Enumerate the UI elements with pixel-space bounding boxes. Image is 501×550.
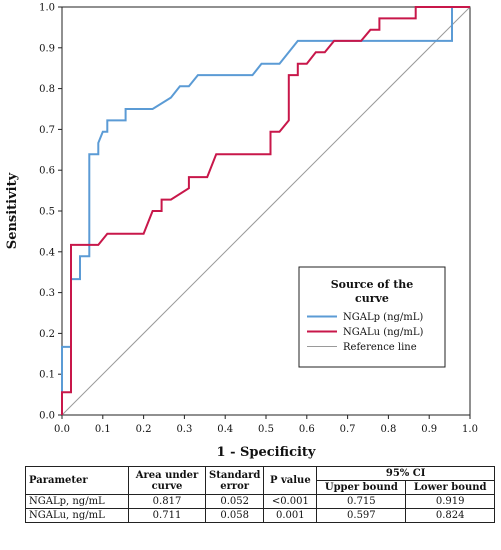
cell-auc: 0.711 (128, 508, 206, 523)
legend-item-reference: Reference line (343, 342, 417, 353)
cell-standard-error: 0.058 (204, 508, 265, 523)
cell-p-value: <0.001 (263, 494, 318, 509)
header-p-value: P value (263, 466, 318, 495)
header-auc: Area under curve (128, 466, 206, 495)
roc-chart: 0.0 0.1 0.2 0.3 0.4 0.5 0.6 0.7 0.8 0.9 1.0 0.0 0.1 0… (5, 3, 478, 461)
cell-lower-bound: 0.919 (405, 494, 495, 509)
header-upper-bound: Upper bound (316, 480, 407, 495)
roc-results-table: Parameter Area under curve Standard erro… (25, 466, 495, 523)
table-header-row: Parameter Area under curve Standard erro… (25, 466, 495, 495)
legend-title: Source of the (331, 278, 414, 291)
header-standard-error: Standard error (204, 466, 265, 495)
legend-item-ngalu: NGALu (ng/mL) (343, 327, 423, 338)
y-tick-label: 0.1 (39, 370, 55, 381)
legend-title-line2: curve (355, 292, 389, 305)
cell-parameter: NGALu, ng/mL (25, 508, 129, 523)
y-tick-label: 1.0 (39, 3, 55, 14)
x-tick-label: 0.5 (258, 424, 274, 435)
x-tick-label: 0.1 (95, 424, 111, 435)
x-tick-label: 0.7 (340, 424, 356, 435)
table-row: NGALu, ng/mL 0.711 0.058 0.001 0.597 0.8… (25, 508, 495, 523)
x-tick-label: 0.8 (380, 424, 396, 435)
y-tick-label: 0.2 (39, 329, 55, 340)
y-axis-label: Sensitivity (5, 172, 20, 249)
cell-lower-bound: 0.824 (405, 508, 495, 523)
header-95-ci: 95% CI (316, 466, 495, 481)
reference-line (61, 6, 471, 416)
x-tick-label: 0.3 (176, 424, 192, 435)
y-tick-label: 0.4 (39, 247, 55, 258)
cell-p-value: 0.001 (263, 508, 318, 523)
x-tick-label: 0.9 (421, 424, 437, 435)
y-tick-label: 0.9 (39, 43, 55, 54)
y-tick-label: 0.7 (39, 125, 55, 136)
cell-upper-bound: 0.597 (316, 508, 407, 523)
legend-item-ngalp: NGALp (ng/mL) (343, 312, 423, 323)
ngalp-roc-line (61, 6, 470, 415)
x-tick-label: 0.0 (54, 424, 70, 435)
y-tick-label: 0.5 (39, 207, 55, 218)
table-row: NGALp, ng/mL 0.817 0.052 <0.001 0.715 0.… (25, 494, 495, 509)
x-tick-label: 0.6 (299, 424, 315, 435)
x-tick-label: 1.0 (462, 424, 478, 435)
header-parameter: Parameter (25, 466, 129, 495)
roc-chart-svg: 0.0 0.1 0.2 0.3 0.4 0.5 0.6 0.7 0.8 0.9 1.0 0.0 0.1 0… (5, 3, 478, 461)
cell-auc: 0.817 (128, 494, 206, 509)
x-axis-label: 1 - Specificity (217, 445, 316, 460)
y-tick-label: 0.8 (39, 84, 55, 95)
y-tick-label: 0.3 (39, 288, 55, 299)
x-tick-label: 0.4 (217, 424, 233, 435)
y-tick-label: 0.6 (39, 166, 55, 177)
cell-standard-error: 0.052 (204, 494, 265, 509)
header-lower-bound: Lower bound (405, 480, 495, 495)
cell-parameter: NGALp, ng/mL (25, 494, 129, 509)
x-tick-label: 0.2 (136, 424, 152, 435)
ngalu-roc-line (61, 6, 470, 415)
y-tick-label: 0.0 (39, 411, 55, 422)
cell-upper-bound: 0.715 (316, 494, 407, 509)
